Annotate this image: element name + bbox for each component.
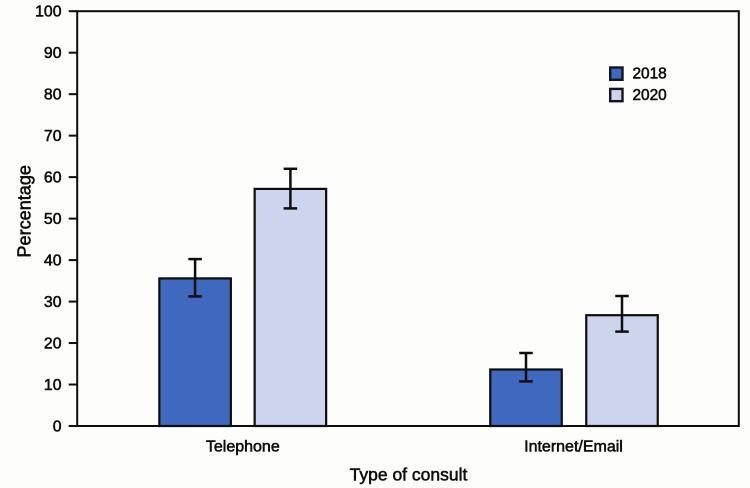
svg-text:Type of consult: Type of consult	[350, 465, 468, 485]
svg-text:40: 40	[44, 253, 62, 270]
svg-text:20: 20	[44, 336, 62, 353]
svg-text:90: 90	[44, 45, 62, 62]
svg-text:Telephone: Telephone	[206, 439, 280, 456]
svg-text:100: 100	[35, 4, 62, 21]
svg-text:10: 10	[44, 377, 62, 394]
svg-text:2020: 2020	[633, 87, 667, 104]
svg-text:0: 0	[53, 419, 62, 436]
svg-text:60: 60	[44, 170, 62, 187]
svg-text:70: 70	[44, 128, 62, 145]
svg-text:Percentage: Percentage	[15, 165, 35, 258]
svg-text:50: 50	[44, 211, 62, 228]
svg-text:80: 80	[44, 87, 62, 104]
svg-text:30: 30	[44, 294, 62, 311]
svg-text:Internet/Email: Internet/Email	[524, 439, 623, 456]
svg-text:2018: 2018	[633, 66, 667, 83]
